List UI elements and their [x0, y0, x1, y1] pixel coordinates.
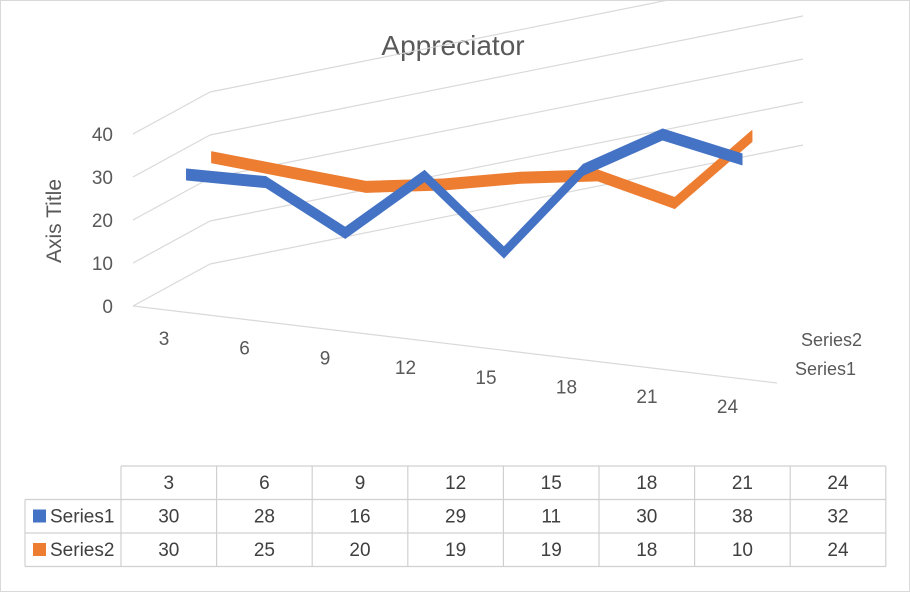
x-tick-labels: 3 6 9 12 15 18 21 24: [159, 329, 739, 418]
table-value-cell: 30: [158, 540, 179, 561]
table-value-cell: 28: [254, 507, 275, 528]
gridline: [132, 91, 211, 135]
table-header-cell: 6: [259, 473, 270, 494]
x-tick-label: 3: [159, 329, 170, 350]
gridline: [209, 101, 804, 222]
gridlines: [132, 1, 804, 384]
table-header-cell: 3: [164, 473, 175, 494]
table-value-cell: 18: [636, 540, 657, 561]
gridline: [132, 177, 211, 221]
table-value-cell: 20: [349, 540, 370, 561]
x-tick-label: 18: [556, 378, 577, 399]
x-tick-label: 24: [717, 397, 739, 418]
table-header-cell: 24: [827, 473, 849, 494]
table-header-cell: 21: [732, 473, 753, 494]
table-value-cell: 16: [349, 507, 370, 528]
gridline: [209, 15, 804, 136]
chart-title: Appreciator: [381, 30, 524, 61]
x-tick-label: 15: [475, 368, 496, 389]
gridline: [132, 220, 211, 264]
series-segment: [582, 128, 664, 176]
series-segment: [597, 169, 676, 210]
data-table: 3 6 9 12 15 18 21 24 Series1 30 28 16 29 11 30 38 32 Seri…: [24, 465, 887, 568]
depth-axis-label: Series1: [795, 359, 856, 379]
y-tick-label: 40: [92, 125, 113, 146]
x-tick-label: 21: [636, 387, 657, 408]
gridline: [209, 58, 804, 179]
depth-axis-labels: Series2 Series1: [795, 330, 862, 379]
x-tick-label: 6: [239, 339, 250, 360]
y-tick-label: 20: [92, 211, 113, 232]
legend-key: [33, 543, 46, 556]
x-tick-label: 9: [320, 348, 331, 369]
floor-edge: [132, 305, 778, 384]
table-header-cell: 9: [355, 473, 366, 494]
table-value-cell: 30: [158, 507, 179, 528]
table-value-cell: 19: [541, 540, 562, 561]
series-segment: [288, 166, 367, 193]
table-value-cell: 32: [827, 507, 848, 528]
table-value-cell: 24: [827, 540, 849, 561]
gridline: [209, 1, 667, 93]
table-value-cell: 25: [254, 540, 275, 561]
depth-axis-label: Series2: [801, 330, 862, 350]
x-tick-label: 12: [395, 358, 416, 379]
table-header-cell: 18: [636, 473, 657, 494]
table-value-cell: 38: [732, 507, 753, 528]
y-tick-labels: 0 10 20 30 40: [92, 125, 113, 318]
table-header-cell: 15: [541, 473, 562, 494]
gridline: [132, 263, 211, 307]
table-value-cell: 19: [445, 540, 466, 561]
table-value-cell: 10: [732, 540, 753, 561]
table-series-name: Series2: [50, 540, 114, 561]
gridline: [132, 134, 211, 178]
table-value-cell: 11: [541, 507, 561, 528]
table-value-cell: 30: [636, 507, 657, 528]
y-tick-label: 0: [102, 297, 113, 318]
series-ribbons: [186, 128, 753, 259]
y-tick-label: 30: [92, 168, 113, 189]
table-value-cell: 29: [445, 507, 466, 528]
table-series-name: Series1: [50, 507, 114, 528]
legend-key: [33, 509, 46, 523]
table-header-cell: 12: [445, 473, 466, 494]
gridline: [209, 144, 804, 265]
y-tick-label: 10: [92, 254, 113, 275]
series-segment: [442, 171, 521, 191]
series-segment: [662, 128, 743, 166]
y-axis-title: Axis Title: [43, 179, 66, 263]
